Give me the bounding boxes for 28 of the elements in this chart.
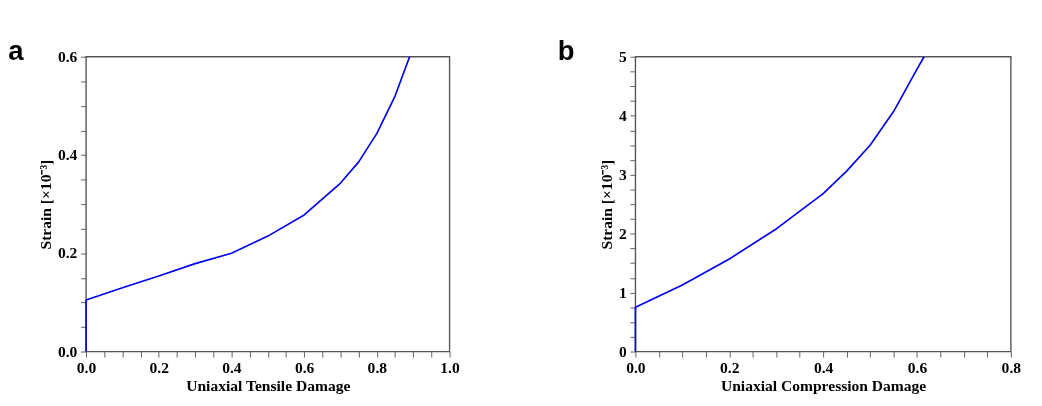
y-tick-label: 0	[618, 342, 627, 360]
x-tick-label: 0.2	[720, 359, 740, 377]
y-axis-title: Strain [×10⁻³]	[36, 159, 54, 250]
x-tick-label: 0.4	[813, 359, 834, 377]
x-tick-label: 0.4	[222, 359, 242, 377]
x-axis-title: Uniaxial Tensile Damage	[186, 377, 351, 395]
y-tick-label: 4	[618, 106, 627, 124]
y-tick-label: 0.0	[57, 342, 78, 360]
x-tick-label: 0.8	[1001, 359, 1022, 377]
x-axis-title: Uniaxial Compression Damage	[720, 377, 927, 395]
y-tick-label: 5	[618, 47, 627, 65]
y-axis-title: Strain [×10⁻³]	[597, 159, 615, 250]
x-tick-label: 0.2	[149, 359, 170, 377]
x-tick-label: 0.6	[294, 359, 315, 377]
y-tick-label: 0.6	[57, 47, 78, 65]
text: b	[557, 35, 575, 67]
line-series	[85, 55, 411, 353]
y-tick-label: 0.4	[57, 146, 78, 164]
y-tick-label: 2	[618, 224, 627, 242]
y-tick-label: 3	[618, 165, 627, 183]
line-series	[634, 55, 925, 353]
text: a	[8, 35, 25, 67]
x-tick-label: 0.8	[367, 359, 388, 377]
x-tick-label: 0.0	[76, 359, 97, 377]
y-tick-label: 0.2	[57, 244, 78, 262]
x-tick-label: 0.6	[907, 359, 928, 377]
x-tick-label: 1.0	[440, 359, 460, 377]
y-tick-label: 1	[618, 283, 627, 301]
